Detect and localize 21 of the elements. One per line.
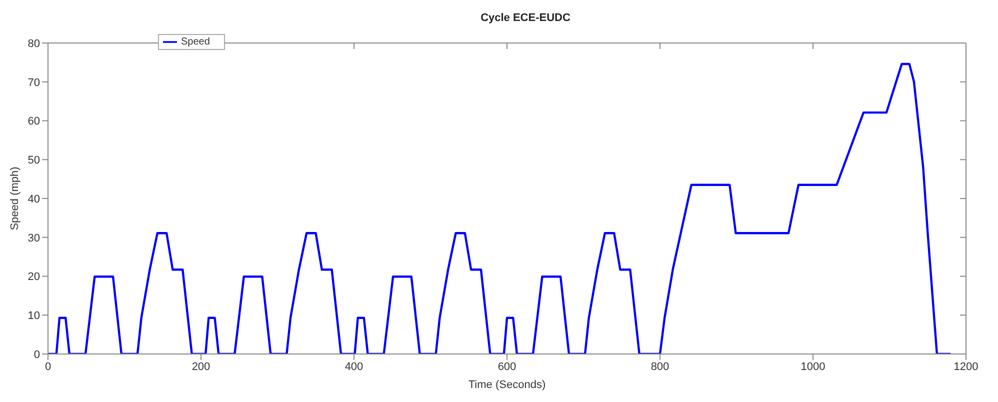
- y-tick-label: 20: [28, 271, 40, 284]
- y-tick-label: 80: [28, 38, 40, 50]
- x-tick-label: 1200: [954, 360, 978, 373]
- y-tick-label: 50: [28, 154, 40, 167]
- x-axis-title: Time (Seconds): [468, 379, 546, 391]
- chart-title: Cycle ECE-EUDC: [480, 12, 572, 24]
- x-tick-label: 1000: [800, 360, 826, 373]
- legend-label: Speed: [181, 36, 210, 48]
- x-tick-label: 600: [498, 360, 516, 373]
- y-axis-title: Speed (mph): [8, 166, 21, 230]
- y-tick-label: 40: [28, 193, 40, 206]
- y-tick-label: 60: [28, 116, 40, 128]
- x-tick-label: 200: [192, 360, 210, 373]
- y-tick-label: 10: [28, 310, 40, 322]
- y-tick-label: 70: [28, 76, 40, 89]
- y-tick-label: 30: [28, 232, 40, 244]
- line-series: [48, 62, 952, 354]
- x-tick-label: 0: [44, 360, 52, 373]
- x-tick-label: 800: [650, 360, 670, 373]
- x-tick-label: 400: [344, 360, 364, 373]
- y-tick-label: 0: [34, 348, 40, 361]
